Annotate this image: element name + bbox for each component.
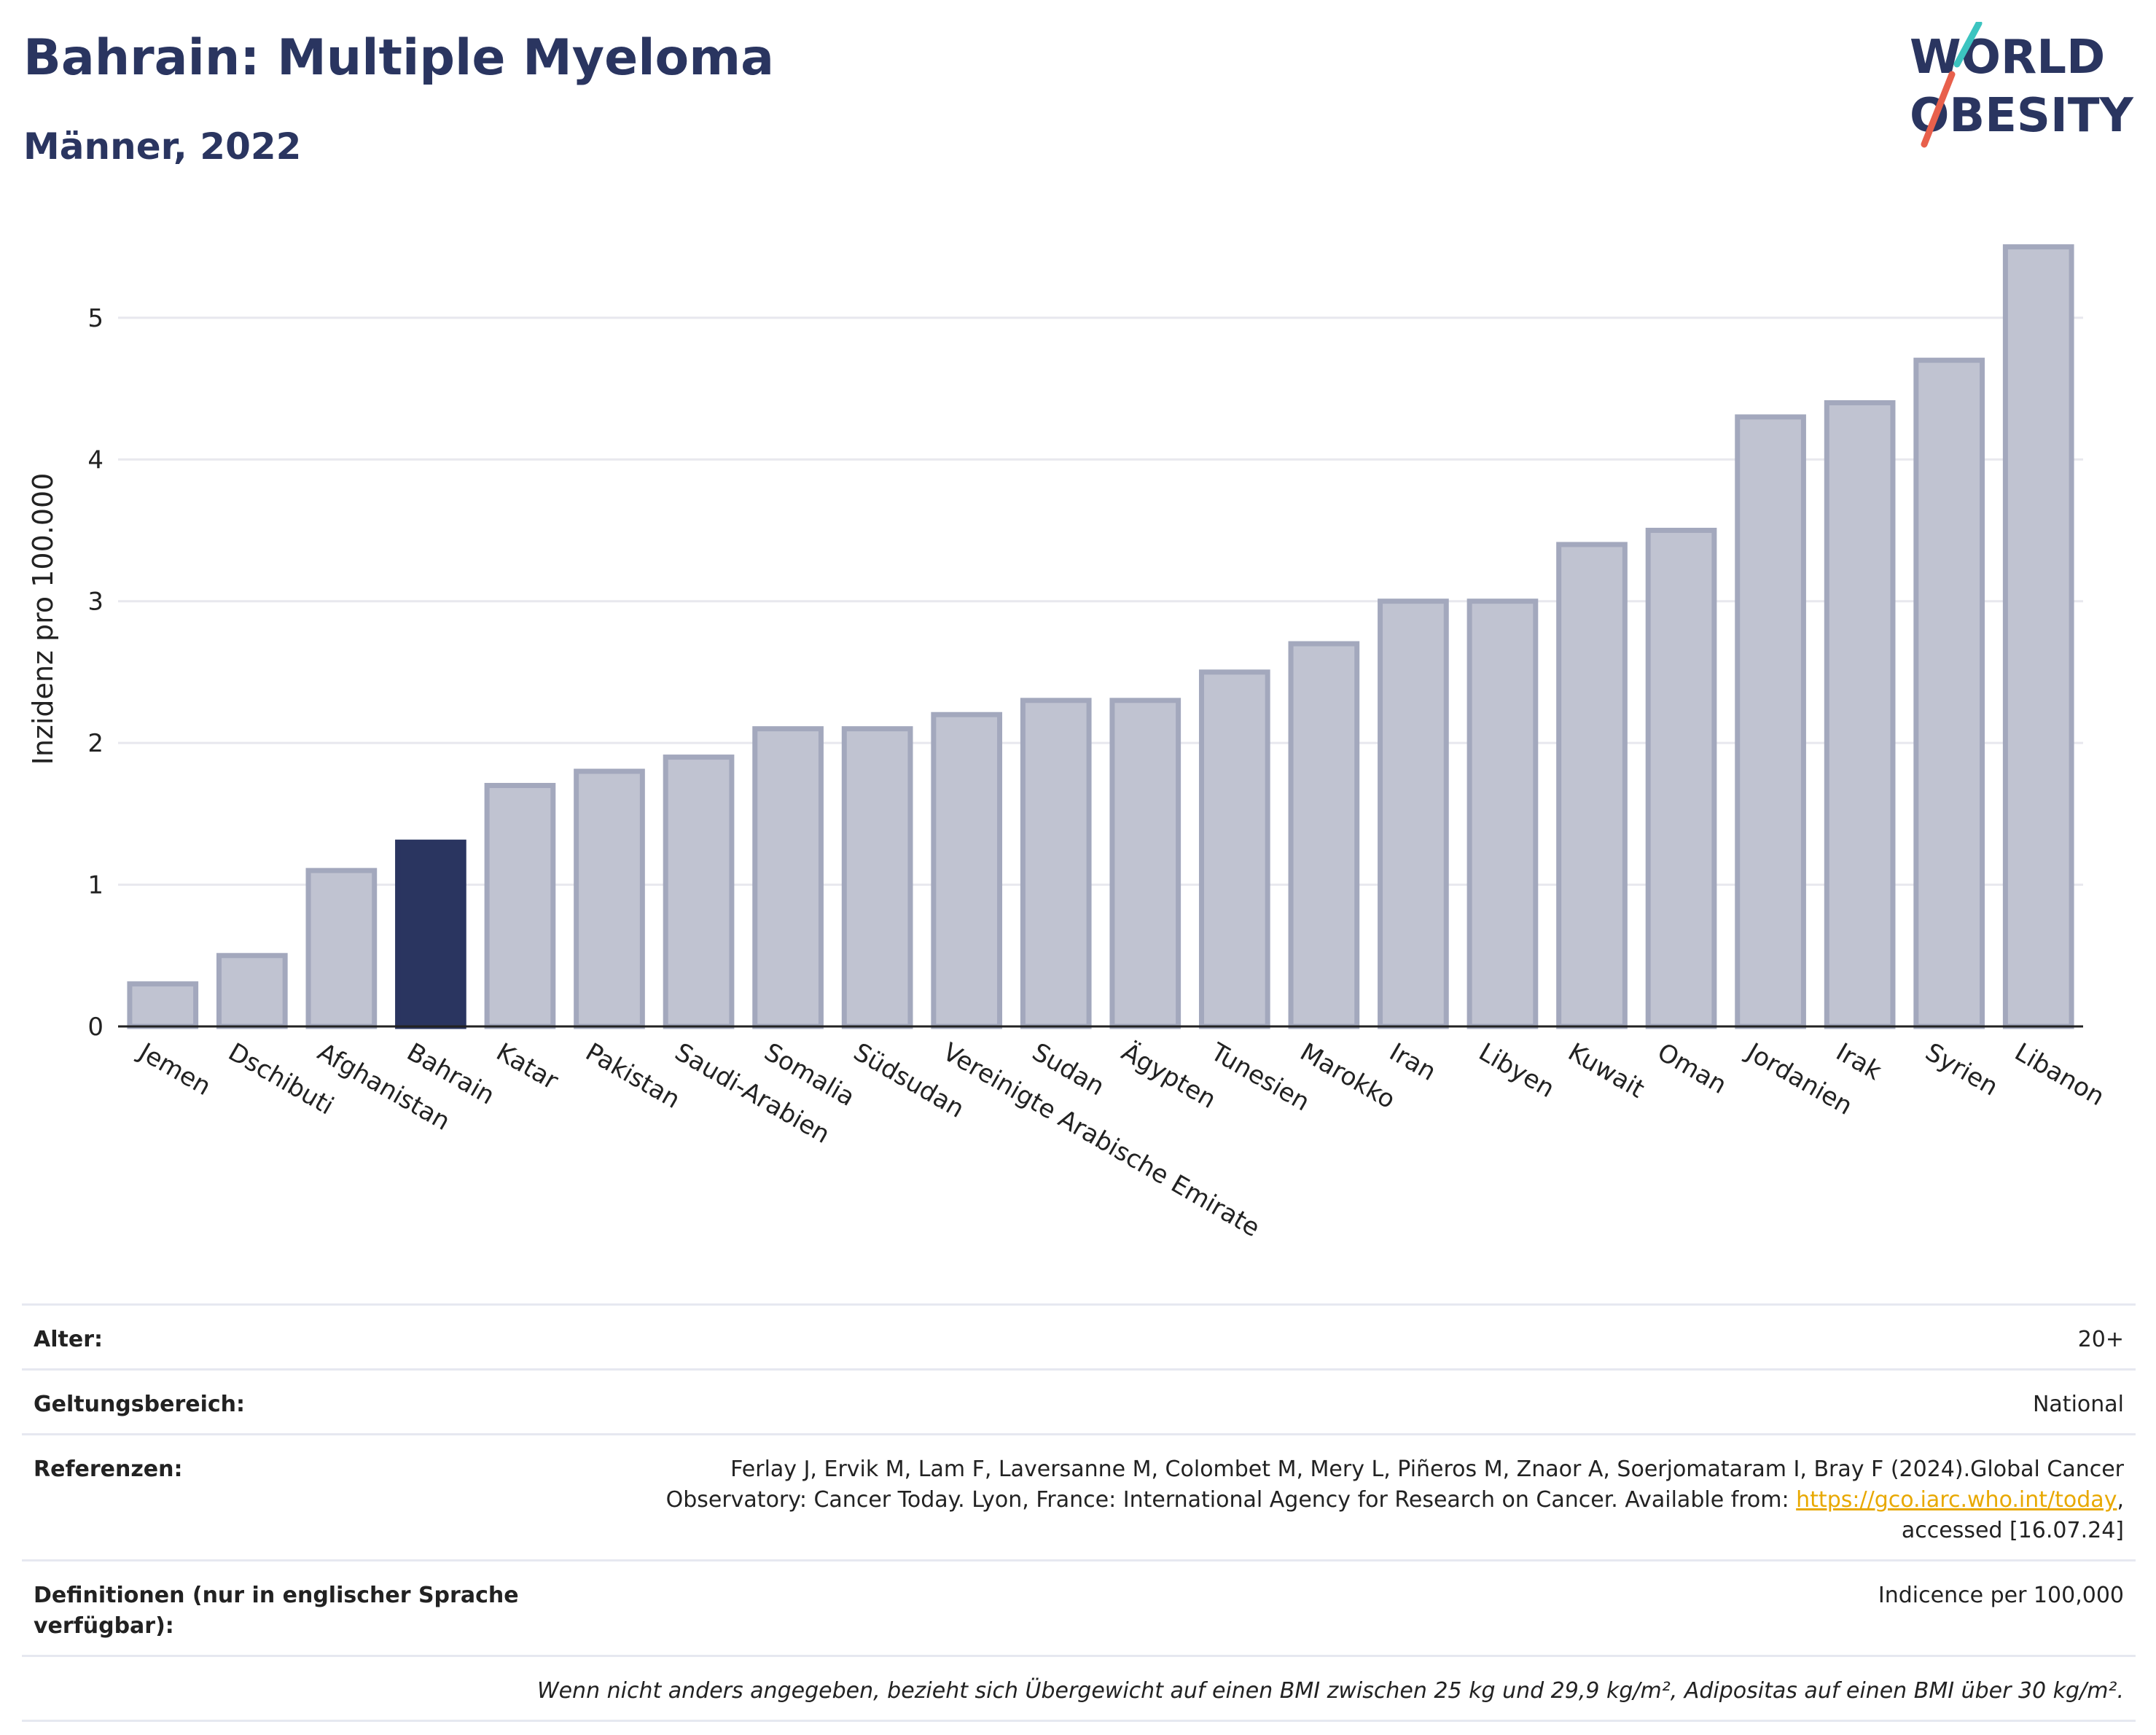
info-row-age: Alter: 20+ [22,1303,2136,1368]
bar [305,868,378,1029]
x-tick-label: Tunesien [1205,1037,1314,1118]
x-tick-label: Libanon [2009,1037,2109,1112]
info-table: Alter: 20+ Geltungsbereich: National Ref… [22,1303,2136,1722]
info-row-scope: Geltungsbereich: National [22,1368,2136,1433]
y-tick-label: 4 [87,445,103,475]
bars [127,244,2074,1029]
bar [1913,357,1985,1029]
y-tick-label: 5 [87,304,103,333]
bar-chart: 0 1 2 3 4 5 Jemen DschibutiAfghanistanBahrainK… [27,244,2109,1243]
bar [574,768,645,1029]
definitions-value: Indicence per 100,000 [1878,1583,2124,1608]
scope-label: Geltungsbereich: [34,1392,246,1417]
y-axis-label: Inzidenz pro 100.000 [27,473,59,765]
age-value: 20+ [2077,1327,2124,1352]
info-row-references: Referenzen: Ferlay J, Ervik M, Lam F, La… [22,1433,2136,1559]
x-tick-label: Iran [1384,1037,1440,1087]
info-row-note: Wenn nicht anders angegeben, bezieht sic… [22,1655,2136,1722]
x-tick-label: Syrien [1921,1037,2003,1102]
bar [1824,399,1896,1029]
logo-slash-teal [1953,22,1983,68]
chart-subtitle: Männer, 2022 [23,125,302,168]
age-label: Alter: [34,1327,103,1352]
x-tick-label: Jemen [133,1037,216,1102]
bar [1109,698,1181,1029]
logo-slash-coral [1921,71,1956,148]
scope-value: National [2032,1392,2124,1417]
footnote: Wenn nicht anders angegeben, bezieht sic… [536,1678,2124,1704]
logo-line2: OBESITY [1910,89,2133,143]
bar [1556,542,1628,1029]
world-obesity-logo: WORLD OBESITY [1910,22,2133,148]
bar [931,711,1003,1029]
y-tick-label: 2 [87,729,103,758]
bar [2002,244,2074,1029]
bar [1198,669,1270,1029]
bar [1466,599,1539,1029]
references-accessed: , accessed [16.07.24] [1901,1487,2124,1543]
x-tick-label: Irak [1831,1037,1886,1086]
bar [1645,527,1717,1029]
definitions-label: Definitionen (nur in englischer Sprache … [34,1583,519,1639]
bar [484,782,556,1029]
bar [1020,698,1092,1029]
x-tick-label: Libyen [1474,1037,1559,1104]
y-tick-label: 3 [87,588,103,617]
references-text: Ferlay J, Ervik M, Lam F, Laversanne M, … [665,1457,2124,1513]
bar [216,953,288,1029]
x-tick-label: Marokko [1295,1037,1400,1115]
bar [663,755,735,1029]
bar [127,981,199,1029]
x-tick-label: Katar [491,1037,563,1096]
bar-highlight [395,839,466,1029]
references-link[interactable]: https://gco.iarc.who.int/today [1796,1487,2117,1513]
references-label: Referenzen: [34,1457,183,1482]
x-tick-label: Kuwait [1563,1037,1649,1104]
x-tick-label: Saudi-Arabien [670,1037,835,1150]
bar [1288,641,1360,1029]
x-tick-label: Oman [1652,1037,1732,1100]
y-tick-label: 1 [87,871,103,900]
logo-line1: WORLD [1910,31,2105,85]
info-row-definitions: Definitionen (nur in englischer Sprache … [22,1559,2136,1655]
x-tick-label: Pakistan [581,1037,685,1115]
references-value: Ferlay J, Ervik M, Lam F, Laversanne M, … [593,1454,2124,1546]
y-tick-label: 0 [87,1013,103,1042]
bar [1378,599,1449,1029]
bar [841,726,913,1029]
bar [752,726,824,1029]
chart-title: Bahrain: Multiple Myeloma [23,29,774,87]
y-tick-labels: 0 1 2 3 4 5 [87,304,103,1042]
bar [1735,414,1806,1029]
x-tick-label: Ägypten [1117,1037,1221,1115]
